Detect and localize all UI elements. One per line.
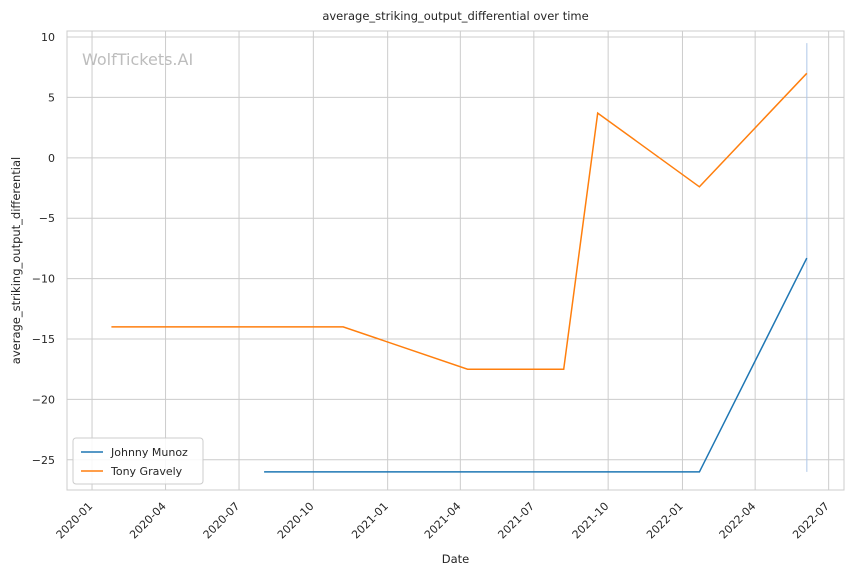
x-tick-label: 2022-07 xyxy=(790,500,832,542)
x-tick-label: 2022-01 xyxy=(644,500,686,542)
x-tick-labels: 2020-01 2020-04 2020-07 2020-10 2021-01 2021-… xyxy=(54,500,832,542)
x-tick-label: 2021-07 xyxy=(495,500,537,542)
legend-label: Johnny Munoz xyxy=(110,446,188,459)
series-line-johnny-munoz xyxy=(264,257,808,473)
legend: Johnny Munoz Tony Gravely xyxy=(72,437,204,485)
y-tick-label: −25 xyxy=(32,454,55,467)
y-tick-label: 0 xyxy=(48,152,55,165)
x-tick-label: 2020-07 xyxy=(201,500,243,542)
y-tick-label: −20 xyxy=(32,393,55,406)
y-tick-label: −5 xyxy=(39,212,55,225)
y-tick-label: 5 xyxy=(48,91,55,104)
x-tick-label: 2021-10 xyxy=(570,500,612,542)
plot-frame xyxy=(66,30,845,491)
x-tick-label: 2021-04 xyxy=(422,500,464,542)
watermark: WolfTickets.AI xyxy=(82,50,193,69)
series-lines xyxy=(111,72,808,473)
x-tick-label: 2020-10 xyxy=(275,500,317,542)
y-axis-label: average_striking_output_differential xyxy=(9,157,23,364)
y-tick-labels: 10 5 0 −5 −10 −15 −20 −25 xyxy=(32,31,55,467)
y-tick-label: −10 xyxy=(32,273,55,286)
x-tick-label: 2020-01 xyxy=(54,500,96,542)
x-tick-label: 2021-01 xyxy=(349,500,391,542)
y-tick-label: 10 xyxy=(41,31,55,44)
series-line-tony-gravely xyxy=(111,72,808,370)
chart-title: average_striking_output_differential ove… xyxy=(322,9,588,23)
x-tick-label: 2020-04 xyxy=(127,500,169,542)
x-tick-label: 2022-04 xyxy=(717,500,759,542)
legend-box xyxy=(72,437,204,485)
grid xyxy=(67,31,844,490)
legend-label: Tony Gravely xyxy=(110,465,183,478)
y-tick-label: −15 xyxy=(32,333,55,346)
x-axis-label: Date xyxy=(442,552,470,566)
